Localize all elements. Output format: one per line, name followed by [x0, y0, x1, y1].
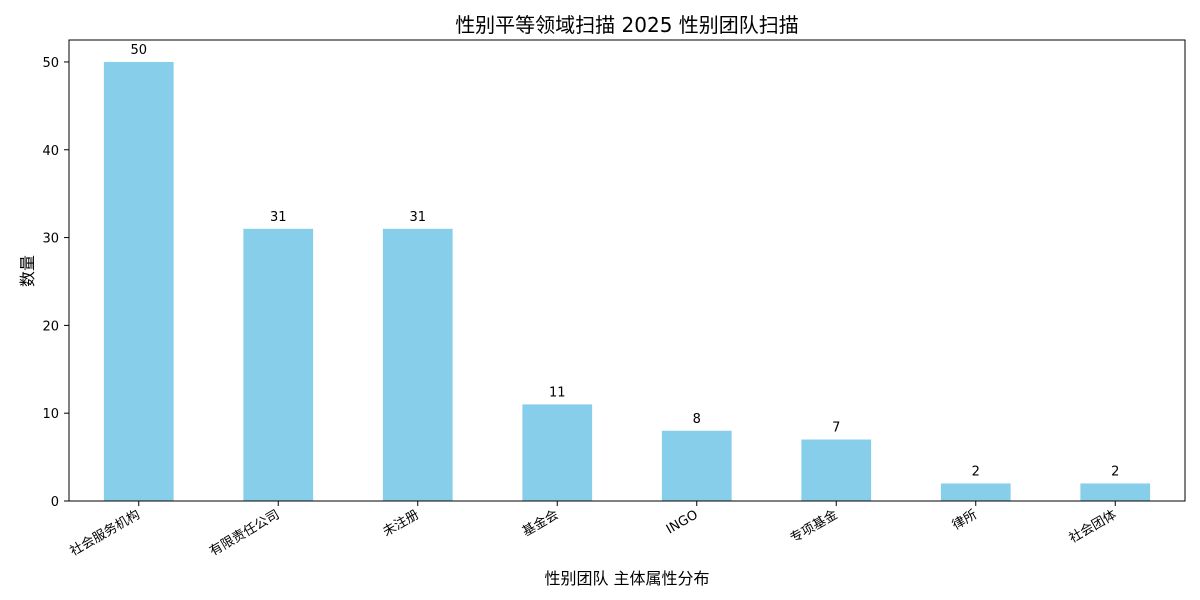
bar	[801, 439, 872, 501]
bar	[940, 483, 1011, 501]
bar	[522, 404, 593, 501]
y-tick-label: 40	[42, 144, 59, 159]
x-tick-label: INGO	[664, 507, 701, 537]
bar	[382, 228, 453, 502]
chart-title: 性别平等领域扫描 2025 性别团队扫描	[455, 13, 799, 37]
x-tick-label: 社会服务机构	[67, 507, 143, 560]
x-tick-label: 社会团体	[1066, 507, 1119, 547]
value-label: 8	[693, 412, 701, 427]
y-axis: 0 10 20 30 40 50	[42, 56, 69, 510]
value-label: 2	[1111, 464, 1119, 479]
value-labels-group: 50 31 31 11 8 7 2 2	[130, 43, 1119, 479]
value-label: 50	[130, 43, 147, 58]
x-axis: 社会服务机构 有限责任公司 未注册 基金会 INGO 专项基金 律所 社会团体	[67, 501, 1119, 559]
x-axis-label: 性别团队 主体属性分布	[544, 569, 709, 588]
x-tick-label: 专项基金	[787, 507, 840, 547]
plot-frame	[68, 39, 1186, 502]
value-label: 7	[832, 421, 840, 436]
value-label: 31	[270, 210, 287, 225]
x-tick-label: 律所	[950, 507, 980, 533]
value-label: 2	[972, 464, 980, 479]
y-tick-label: 0	[51, 495, 59, 510]
x-tick-label: 基金会	[519, 507, 561, 540]
y-tick-label: 10	[42, 407, 59, 422]
y-tick-label: 20	[42, 319, 59, 334]
value-label: 31	[409, 210, 426, 225]
y-axis-label: 数量	[18, 255, 37, 287]
x-tick-label: 有限责任公司	[207, 507, 282, 559]
value-label: 11	[549, 385, 566, 400]
bar	[1080, 483, 1151, 501]
y-tick-label: 50	[42, 56, 59, 71]
bar	[103, 61, 174, 501]
bar	[661, 430, 732, 501]
x-tick-label: 未注册	[380, 507, 421, 539]
bar	[243, 228, 314, 502]
bars-group	[103, 61, 1151, 502]
y-tick-label: 30	[42, 232, 59, 247]
